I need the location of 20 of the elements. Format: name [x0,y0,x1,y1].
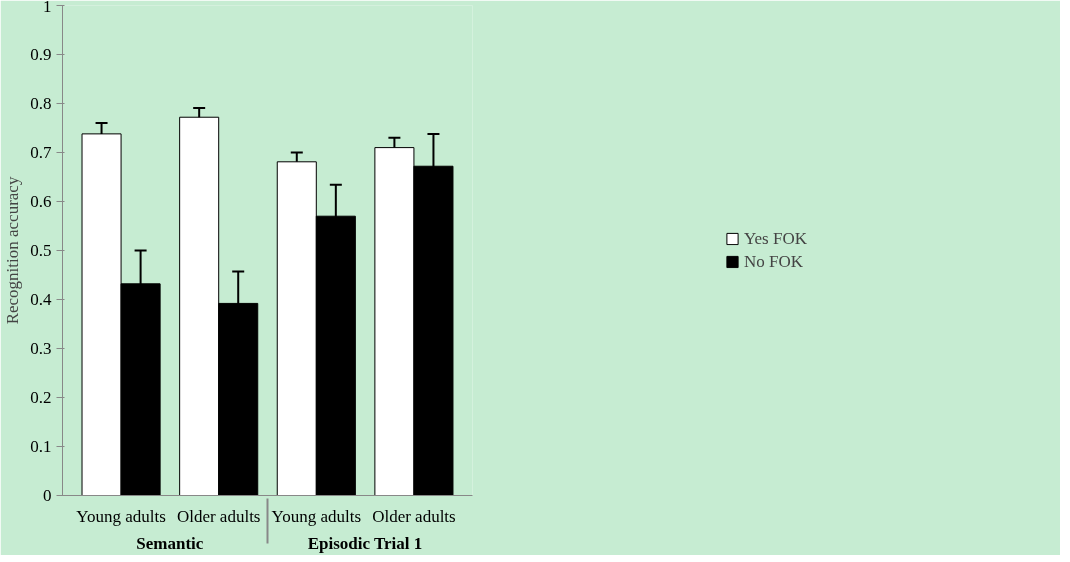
y-tick-label: 0.4 [30,290,52,309]
y-tick-label: 0.7 [30,143,52,162]
y-tick-label: 0.9 [30,45,52,64]
y-axis-title: Recognition accuracy [3,176,23,325]
y-tick-label: 0.8 [30,94,52,113]
y-tick-label: 0.5 [30,241,52,260]
y-tick-label: 0.6 [30,192,52,211]
y-tick-label: 0.3 [30,339,52,358]
y-tick-label: 0 [43,486,52,505]
text: Semantic [136,533,204,553]
legend-label: Yes FOK [744,228,807,249]
y-tick-label: 0.2 [30,388,52,407]
x-tick-label: Young adults [76,506,166,526]
y-tick-label: 1 [43,0,52,16]
x-tick-label: Older adults [176,506,261,526]
legend-label: No FOK [744,251,804,272]
x-tick-label: Older adults [372,506,456,526]
text: Episodic Trial 1 [307,533,423,553]
x-tick-label: Young adults [271,506,362,526]
y-tick-label: 0.1 [30,437,52,456]
